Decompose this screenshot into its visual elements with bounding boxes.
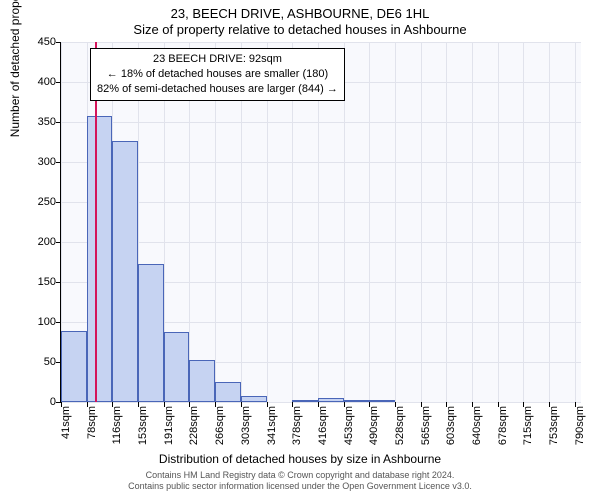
x-tick-label: 228sqm [188, 406, 200, 456]
info-box-smaller: ← 18% of detached houses are smaller (18… [97, 67, 338, 82]
x-tick-label: 41sqm [60, 406, 72, 456]
histogram-bar [112, 141, 138, 402]
x-tick-label: 603sqm [445, 406, 457, 456]
histogram-bar [292, 400, 318, 402]
footer-line-1: Contains HM Land Registry data © Crown c… [0, 470, 600, 481]
property-info-box: 23 BEECH DRIVE: 92sqm← 18% of detached h… [90, 48, 345, 101]
histogram-bar [369, 400, 395, 402]
x-tick-label: 266sqm [214, 406, 226, 456]
x-tick-label: 78sqm [86, 406, 98, 456]
y-tick-label: 350 [16, 116, 56, 128]
x-tick-label: 490sqm [368, 406, 380, 456]
info-box-title: 23 BEECH DRIVE: 92sqm [97, 52, 338, 67]
y-tick-label: 100 [16, 316, 56, 328]
x-tick-label: 678sqm [497, 406, 509, 456]
x-tick-label: 378sqm [291, 406, 303, 456]
y-tick-label: 250 [16, 196, 56, 208]
x-tick-label: 640sqm [471, 406, 483, 456]
y-tick-label: 150 [16, 276, 56, 288]
histogram-bar [61, 331, 87, 402]
x-tick-label: 790sqm [574, 406, 586, 456]
y-tick-label: 0 [16, 396, 56, 408]
y-tick-label: 450 [16, 36, 56, 48]
footer-attribution: Contains HM Land Registry data © Crown c… [0, 470, 600, 492]
x-tick-label: 715sqm [522, 406, 534, 456]
x-tick-label: 565sqm [420, 406, 432, 456]
chart-subtitle: Size of property relative to detached ho… [0, 22, 600, 37]
histogram-bar [215, 382, 241, 402]
x-tick-label: 528sqm [394, 406, 406, 456]
histogram-bar [138, 264, 164, 402]
info-box-larger: 82% of semi-detached houses are larger (… [97, 82, 338, 97]
x-tick-label: 341sqm [266, 406, 278, 456]
histogram-bar [318, 398, 344, 402]
y-tick-label: 50 [16, 356, 56, 368]
histogram-bar [164, 332, 190, 402]
chart-title-address: 23, BEECH DRIVE, ASHBOURNE, DE6 1HL [0, 6, 600, 21]
x-tick-label: 303sqm [240, 406, 252, 456]
x-tick-label: 153sqm [137, 406, 149, 456]
x-tick-label: 453sqm [343, 406, 355, 456]
histogram-bar [87, 116, 113, 402]
x-tick-label: 116sqm [111, 406, 123, 456]
histogram-bar [344, 400, 370, 402]
y-tick-label: 200 [16, 236, 56, 248]
x-tick-label: 191sqm [163, 406, 175, 456]
footer-line-2: Contains public sector information licen… [0, 481, 600, 492]
histogram-bar [241, 396, 267, 402]
histogram-bar [189, 360, 215, 402]
y-tick-label: 300 [16, 156, 56, 168]
y-tick-label: 400 [16, 76, 56, 88]
x-tick-label: 753sqm [548, 406, 560, 456]
x-tick-label: 416sqm [317, 406, 329, 456]
